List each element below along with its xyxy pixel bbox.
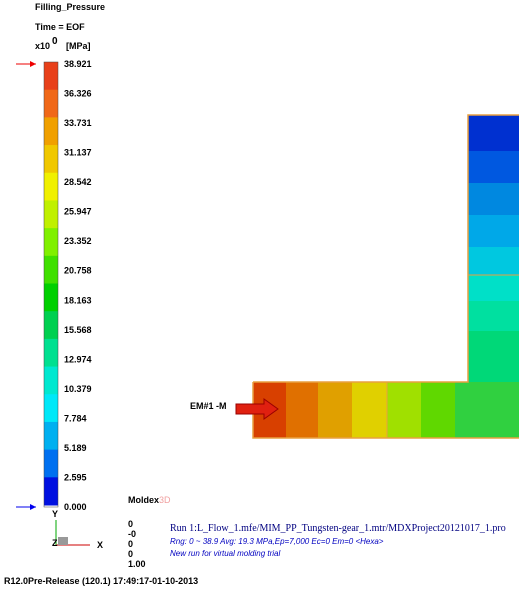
color-band — [44, 394, 58, 422]
color-band — [44, 256, 58, 284]
color-band — [44, 62, 58, 90]
exponent: 0 — [52, 36, 58, 47]
legend-label: 2.595 — [64, 472, 87, 482]
color-band — [44, 90, 58, 118]
axis-z-label: Z — [52, 538, 58, 548]
version: R12.0Pre-Release (120.1) 17:49:17-01-10-… — [4, 576, 198, 586]
color-band — [44, 284, 58, 312]
color-band — [44, 311, 58, 339]
info-number: -0 — [128, 529, 136, 539]
color-band — [44, 367, 58, 395]
legend-label: 20.758 — [64, 266, 92, 276]
axis-y-label: Y — [52, 509, 58, 519]
legend-label: 0.000 — [64, 502, 87, 512]
axis-box — [58, 537, 68, 545]
time: Time = EOF — [35, 22, 85, 32]
legend-label: 10.379 — [64, 384, 92, 394]
legend-label: 18.163 — [64, 295, 92, 305]
info-number: 0 — [128, 519, 133, 529]
scale: x10 — [35, 41, 50, 51]
legend-label: 25.947 — [64, 207, 92, 217]
color-band — [44, 117, 58, 145]
axis-x-label: X — [97, 540, 103, 550]
brand: Moldex3D — [128, 495, 171, 505]
range: Rng: 0 ~ 38.9 Avg: 19.3 MPa,Ep=7,000 Ec=… — [170, 537, 384, 546]
color-band — [44, 145, 58, 173]
legend-label: 12.974 — [64, 354, 92, 364]
min-arrow — [30, 504, 36, 510]
legend-label: 28.542 — [64, 177, 92, 187]
part — [253, 115, 519, 438]
max-arrow — [30, 61, 36, 67]
color-band — [44, 173, 58, 201]
legend-label: 15.568 — [64, 325, 92, 335]
info-number: 0 — [128, 549, 133, 559]
colorbar: 38.921 36.326 33.731 31.137 28.542 25.947 23.3… — [44, 59, 92, 512]
inlet-label: EM#1 -M — [190, 401, 227, 411]
legend-label: 33.731 — [64, 118, 92, 128]
legend-label: 38.921 — [64, 59, 92, 69]
legend-label: 5.189 — [64, 443, 87, 453]
color-band — [44, 200, 58, 228]
screen: Filling_Pressure Time = EOF x10 0 [MPa] … — [0, 0, 519, 593]
color-band — [44, 228, 58, 256]
title: Filling_Pressure — [35, 2, 105, 12]
legend-label: 31.137 — [64, 148, 92, 158]
note: New run for virtual molding trial — [170, 549, 280, 558]
color-band — [44, 422, 58, 450]
legend-label: 7.784 — [64, 413, 87, 423]
unit: [MPa] — [66, 41, 91, 51]
legend-label: 23.352 — [64, 236, 92, 246]
info-number: 0 — [128, 539, 133, 549]
color-band — [44, 450, 58, 478]
run: Run 1:L_Flow_1.mfe/MIM_PP_Tungsten-gear_… — [170, 523, 506, 534]
legend-label: 36.326 — [64, 89, 92, 99]
color-band — [44, 339, 58, 367]
info-number: 1.00 — [128, 559, 146, 569]
color-band — [44, 477, 58, 505]
